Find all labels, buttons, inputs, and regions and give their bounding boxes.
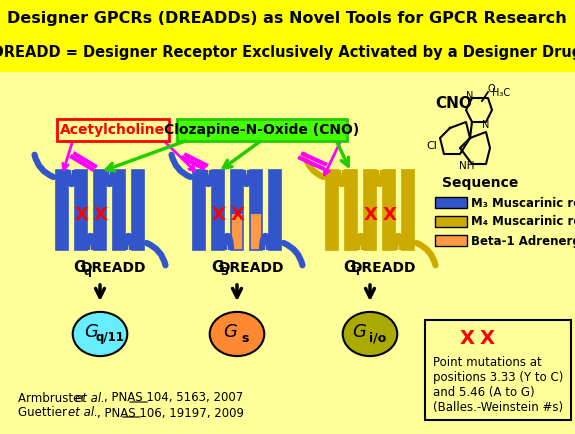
Text: (Balles.-Weinstein #s): (Balles.-Weinstein #s) bbox=[433, 401, 563, 414]
Text: DREADD: DREADD bbox=[351, 261, 417, 275]
Text: Guettier: Guettier bbox=[18, 407, 71, 420]
Bar bbox=[132, 170, 144, 250]
Text: i: i bbox=[355, 267, 359, 277]
Text: , PNAS 106, 19197, 2009: , PNAS 106, 19197, 2009 bbox=[97, 407, 244, 420]
Bar bbox=[326, 170, 338, 250]
Bar bbox=[250, 170, 262, 250]
Text: G: G bbox=[211, 260, 223, 276]
Text: X: X bbox=[75, 206, 89, 224]
Bar bbox=[75, 170, 87, 250]
Text: NH: NH bbox=[459, 161, 475, 171]
Text: X: X bbox=[459, 329, 474, 348]
Text: DREADD: DREADD bbox=[81, 261, 147, 275]
Text: G: G bbox=[344, 260, 356, 276]
Ellipse shape bbox=[210, 312, 264, 356]
Text: M₄ Muscarinic receptor: M₄ Muscarinic receptor bbox=[471, 216, 575, 228]
Text: X: X bbox=[212, 206, 226, 224]
Bar bbox=[250, 170, 262, 214]
Text: i/o: i/o bbox=[369, 332, 386, 345]
FancyBboxPatch shape bbox=[425, 320, 571, 420]
Text: N: N bbox=[466, 91, 474, 101]
Text: X: X bbox=[383, 206, 397, 224]
Text: Acetylcholine: Acetylcholine bbox=[60, 123, 166, 137]
Text: X: X bbox=[480, 329, 494, 348]
Text: , PNAS 104, 5163, 2007: , PNAS 104, 5163, 2007 bbox=[104, 391, 243, 404]
Text: s: s bbox=[242, 332, 248, 345]
Text: Clozapine-N-Oxide (CNO): Clozapine-N-Oxide (CNO) bbox=[164, 123, 359, 137]
Text: G: G bbox=[74, 260, 86, 276]
Bar bbox=[113, 170, 125, 250]
Ellipse shape bbox=[72, 312, 127, 356]
Bar bbox=[345, 170, 357, 250]
Text: X: X bbox=[231, 206, 245, 224]
Text: N: N bbox=[482, 120, 490, 130]
Text: Cl: Cl bbox=[427, 141, 438, 151]
Text: positions 3.33 (Y to C): positions 3.33 (Y to C) bbox=[433, 371, 564, 384]
Bar bbox=[231, 214, 243, 250]
Text: q: q bbox=[83, 267, 91, 277]
Text: S: S bbox=[220, 267, 228, 277]
Text: $G$: $G$ bbox=[85, 323, 99, 341]
Ellipse shape bbox=[343, 312, 397, 356]
Bar bbox=[56, 170, 68, 250]
Bar bbox=[94, 170, 106, 250]
Text: CNO: CNO bbox=[435, 95, 472, 111]
Text: et al.: et al. bbox=[68, 407, 98, 420]
Text: $G$: $G$ bbox=[224, 323, 239, 341]
Text: Point mutations at: Point mutations at bbox=[433, 356, 542, 369]
Text: H₃C: H₃C bbox=[492, 88, 510, 98]
FancyBboxPatch shape bbox=[57, 119, 169, 141]
Text: et al.: et al. bbox=[75, 391, 105, 404]
Bar bbox=[0, 0, 575, 72]
Text: X: X bbox=[364, 206, 378, 224]
Text: M₃ Muscarinic receptor: M₃ Muscarinic receptor bbox=[471, 197, 575, 210]
Bar bbox=[212, 170, 224, 250]
Text: O: O bbox=[488, 84, 496, 94]
Bar bbox=[435, 235, 467, 246]
Bar bbox=[402, 170, 414, 250]
Text: and 5.46 (A to G): and 5.46 (A to G) bbox=[433, 386, 535, 399]
Bar bbox=[364, 170, 376, 250]
Bar bbox=[193, 170, 205, 250]
Text: Sequence: Sequence bbox=[442, 176, 518, 190]
Bar bbox=[383, 170, 395, 250]
Text: X: X bbox=[94, 206, 108, 224]
Bar bbox=[269, 170, 281, 250]
Text: $G$: $G$ bbox=[352, 323, 367, 341]
Bar bbox=[231, 170, 243, 214]
Text: Designer GPCRs (DREADDs) as Novel Tools for GPCR Research: Designer GPCRs (DREADDs) as Novel Tools … bbox=[7, 10, 567, 26]
Text: (DREADD = Designer Receptor Exclusively Activated by a Designer Drug): (DREADD = Designer Receptor Exclusively … bbox=[0, 45, 575, 59]
Bar bbox=[435, 216, 467, 227]
Text: Armbruster: Armbruster bbox=[18, 391, 89, 404]
FancyBboxPatch shape bbox=[177, 119, 347, 141]
Text: DREADD: DREADD bbox=[218, 261, 283, 275]
Text: Beta-1 Adrenergic receptor: Beta-1 Adrenergic receptor bbox=[471, 234, 575, 247]
Bar bbox=[231, 170, 243, 250]
Bar bbox=[435, 197, 467, 208]
Bar bbox=[250, 214, 262, 250]
Text: q/11: q/11 bbox=[95, 332, 124, 345]
